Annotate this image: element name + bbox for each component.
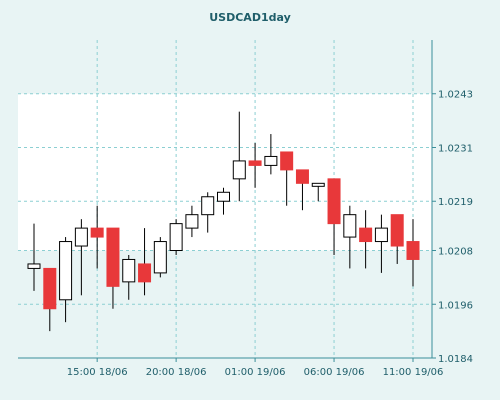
candle-body-up — [153, 241, 167, 274]
candle-body-down — [295, 169, 309, 184]
candle-body-up — [122, 258, 136, 283]
candle-body-up — [311, 182, 325, 187]
chart-title: USDCAD1day — [209, 11, 291, 24]
x-tick-label: 06:00 19/06 — [304, 367, 365, 378]
y-tick-label: 1.0219 — [438, 197, 473, 208]
y-tick-label: 1.0196 — [438, 300, 473, 311]
candle-body-down — [90, 227, 104, 238]
candle-body-down — [406, 241, 420, 260]
candle-body-up — [185, 214, 199, 229]
candle-body-down — [390, 214, 404, 247]
candle-body-down — [106, 227, 120, 287]
candle-body-up — [264, 155, 278, 166]
candle-body-up — [59, 241, 73, 301]
candle-body-up — [232, 160, 246, 180]
candle-body-down — [138, 263, 152, 283]
candle-body-down — [248, 160, 262, 166]
candle-body-up — [74, 227, 88, 247]
x-tick-label: 15:00 18/06 — [67, 367, 128, 378]
candle-body-up — [343, 214, 357, 238]
candle-body-down — [359, 227, 373, 243]
x-tick-label: 11:00 19/06 — [383, 367, 444, 378]
y-tick-label: 1.0243 — [438, 90, 473, 101]
candle-body-up — [201, 196, 215, 216]
y-tick-label: 1.0184 — [438, 354, 473, 365]
plot-band — [18, 93, 432, 251]
candle-body-up — [217, 191, 230, 202]
candle-body-down — [327, 178, 341, 225]
x-tick-label: 20:00 18/06 — [146, 367, 207, 378]
candle-body-up — [27, 263, 41, 269]
y-tick-label: 1.0208 — [438, 247, 473, 258]
candle-body-down — [280, 151, 294, 171]
candle-body-up — [374, 227, 388, 243]
y-tick-label: 1.0231 — [438, 143, 473, 154]
candle-body-up — [169, 223, 183, 252]
candle-body-down — [43, 267, 57, 310]
x-tick-label: 01:00 19/06 — [225, 367, 286, 378]
plot-area: 1.0184 1.0196 1.0208 1.0219 1.0231 1.0243 15:0… — [18, 40, 473, 378]
